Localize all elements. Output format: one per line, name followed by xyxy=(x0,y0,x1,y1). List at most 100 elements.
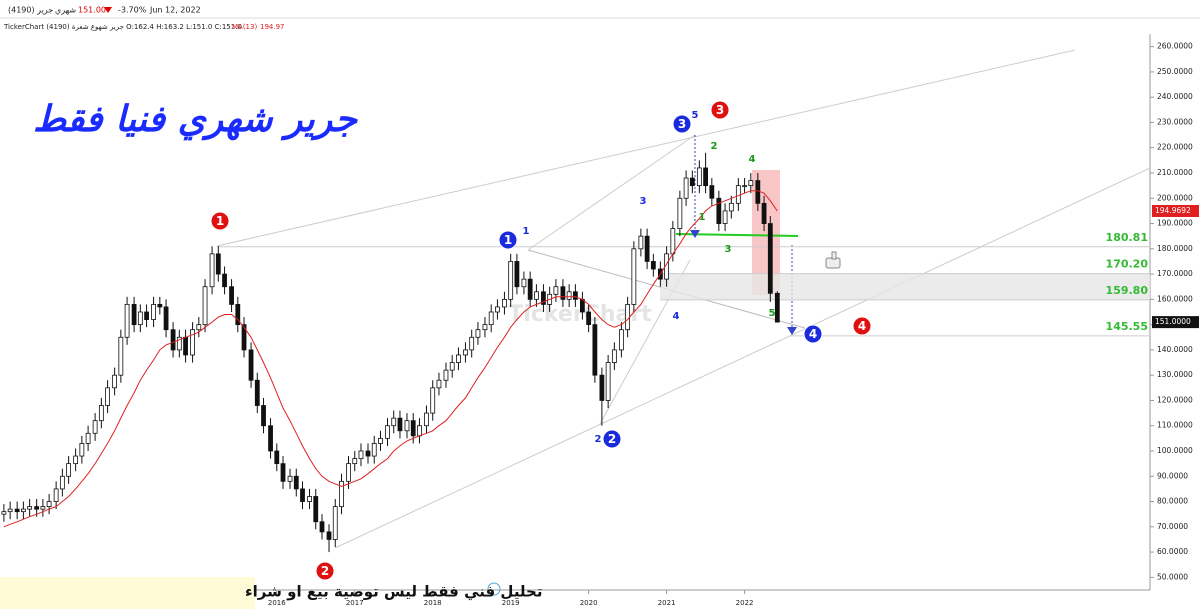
candle-body xyxy=(34,506,40,510)
candle-body xyxy=(592,324,598,376)
y-tick-label: 50.0000 xyxy=(1157,572,1188,581)
candle-body xyxy=(346,463,351,482)
y-tick-label: 70.0000 xyxy=(1157,522,1188,531)
blue_circles-label: 3 xyxy=(678,117,686,131)
candle-body xyxy=(105,387,110,406)
blue_small-label: 2 xyxy=(595,434,602,445)
candle-body xyxy=(79,443,85,457)
candle-body xyxy=(631,248,637,305)
candle-body xyxy=(137,311,143,326)
candle-body xyxy=(287,475,293,482)
y-tick-label: 220.0000 xyxy=(1157,143,1193,152)
x-tick-label: 2020 xyxy=(580,599,598,607)
candle-body xyxy=(534,291,539,300)
candle-body xyxy=(599,374,605,401)
date: Jun 12, 2022 xyxy=(149,6,201,15)
candle-body xyxy=(235,304,241,326)
candle-body xyxy=(417,425,422,437)
candle-body xyxy=(332,506,338,540)
candle-body xyxy=(326,531,332,540)
candle-body xyxy=(410,420,416,437)
candle-body xyxy=(280,463,286,482)
candle-body xyxy=(352,458,358,465)
candle-body xyxy=(112,374,118,389)
blue_small-label: 5 xyxy=(692,110,699,121)
change: -3.70% xyxy=(118,6,147,15)
y-tick-label: 90.0000 xyxy=(1157,471,1188,480)
candle-body xyxy=(202,286,208,326)
candle-body xyxy=(424,412,429,427)
candle-body xyxy=(196,324,202,331)
candle-body xyxy=(742,185,747,188)
candle-body xyxy=(274,450,280,465)
candle-body xyxy=(222,273,227,288)
y-tick-label: 200.0000 xyxy=(1157,193,1193,202)
candle-body xyxy=(774,292,780,323)
candle-body xyxy=(703,167,708,187)
y-tick-label: 180.0000 xyxy=(1157,244,1193,253)
candle-body xyxy=(176,336,182,351)
candle-body xyxy=(670,228,676,255)
candle-body xyxy=(92,420,98,434)
price: 151.00 xyxy=(78,6,106,15)
y-tick-label: 160.0000 xyxy=(1157,294,1193,303)
candle-body xyxy=(521,278,527,288)
candle-body xyxy=(339,480,344,507)
y-tick-label: 100.0000 xyxy=(1157,446,1193,455)
candle-body xyxy=(124,304,130,338)
candle-body xyxy=(378,437,383,444)
candle-body xyxy=(183,336,188,356)
candle-body xyxy=(151,304,156,320)
x-tick-label: 2016 xyxy=(268,599,286,607)
candle-body xyxy=(163,306,169,331)
candle-body xyxy=(313,496,319,523)
candle-body xyxy=(40,506,46,510)
y-tick-label: 230.0000 xyxy=(1157,117,1193,126)
blue_circles-label: 4 xyxy=(809,327,817,341)
candle-body xyxy=(644,235,650,262)
candle-body xyxy=(131,304,137,326)
arrow-head xyxy=(690,230,700,238)
red_circles-circle xyxy=(315,561,335,581)
candle-body xyxy=(307,496,312,502)
x-tick-label: 2017 xyxy=(346,599,364,607)
candle-body xyxy=(767,223,773,294)
candle-body xyxy=(254,379,260,406)
candle-body xyxy=(716,197,722,224)
candle-body xyxy=(735,185,741,204)
chart-title: جرير شهري فنيا فقط xyxy=(33,98,359,141)
candle-body xyxy=(456,354,461,363)
candle-body xyxy=(241,324,247,351)
candle-body xyxy=(449,362,455,371)
candle-body xyxy=(293,475,299,490)
blue_circles-circle xyxy=(672,114,692,134)
symbol: (4190) جرير xyxy=(8,6,53,15)
x-tick-label: 2019 xyxy=(502,599,520,607)
candle-body xyxy=(495,306,500,313)
candle-body xyxy=(689,177,695,187)
level-label: 159.80 xyxy=(1106,284,1149,297)
candle-body xyxy=(14,508,20,513)
last-price-label: 151.0000 xyxy=(1155,317,1191,326)
y-tick-label: 80.0000 xyxy=(1157,497,1188,506)
candle-body xyxy=(508,261,514,300)
candle-body xyxy=(358,450,364,459)
candle-body xyxy=(7,508,13,513)
candle-body xyxy=(391,417,397,427)
green_small-label: 1 xyxy=(699,212,706,223)
green_small-label: 4 xyxy=(749,154,756,165)
candle-body xyxy=(514,261,520,288)
candle-body xyxy=(605,362,611,401)
candle-body xyxy=(566,291,572,300)
candle-body xyxy=(85,432,91,444)
candle-body xyxy=(190,329,195,356)
candle-body xyxy=(248,349,254,381)
ma-name: MA(13) xyxy=(232,23,257,31)
candle-body xyxy=(696,167,702,187)
candle-body xyxy=(482,324,488,331)
y-tick-label: 170.0000 xyxy=(1157,269,1193,278)
candle-body xyxy=(761,202,767,224)
blue_small-label: 1 xyxy=(523,226,530,237)
period: شهري xyxy=(55,6,76,15)
